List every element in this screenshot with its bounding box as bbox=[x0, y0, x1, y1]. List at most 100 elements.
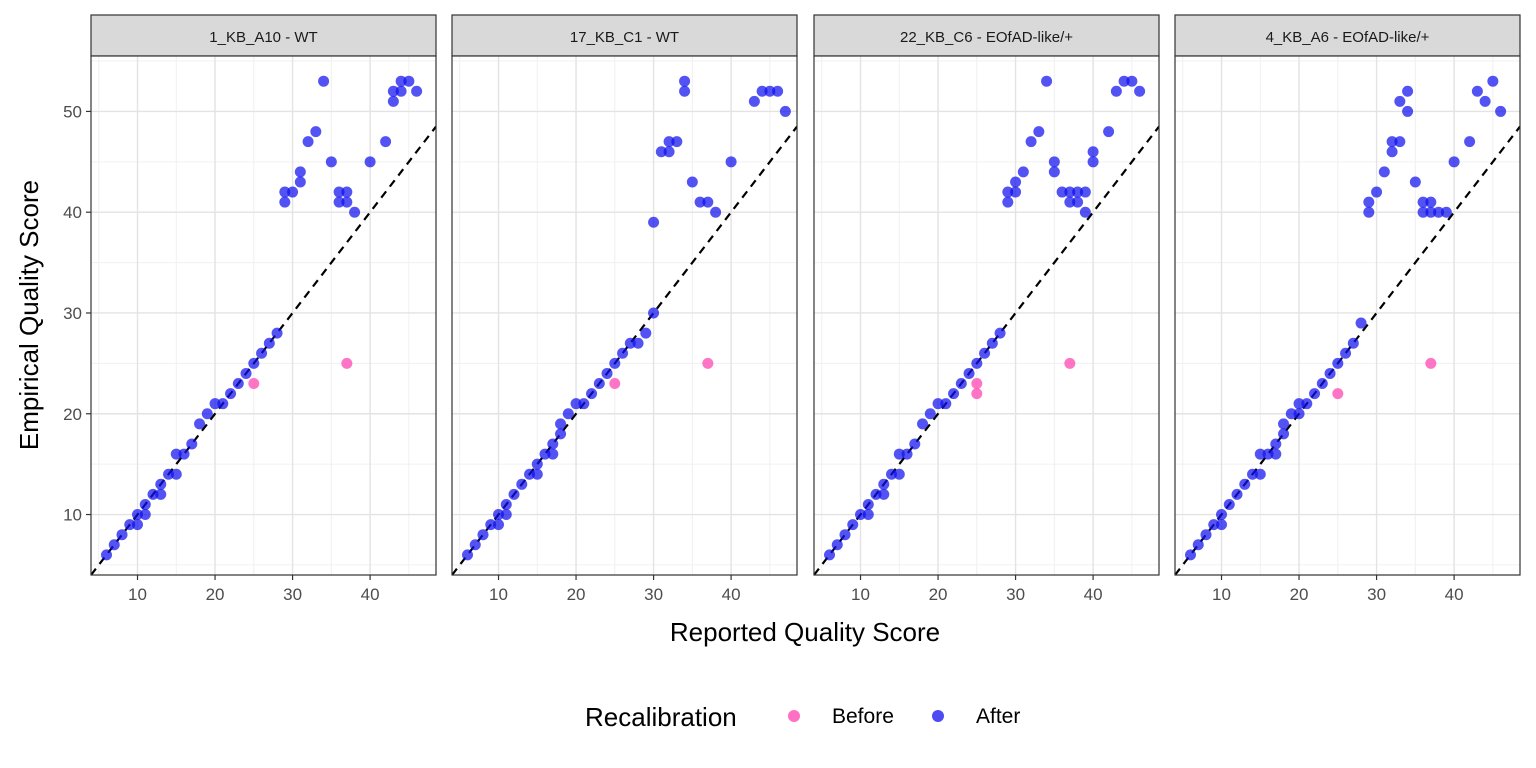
data-point-after bbox=[116, 529, 128, 541]
data-point-after bbox=[1079, 206, 1091, 218]
data-point-after bbox=[1402, 105, 1414, 117]
data-point-after bbox=[1347, 337, 1359, 349]
y-tick-label: 20 bbox=[63, 405, 82, 424]
data-point-after bbox=[1103, 126, 1115, 138]
data-point-after bbox=[756, 85, 768, 97]
data-point-before bbox=[702, 357, 714, 369]
legend-label-before: Before bbox=[832, 705, 894, 728]
data-point-after bbox=[147, 488, 159, 500]
data-point-after bbox=[256, 347, 268, 359]
data-point-after bbox=[341, 186, 353, 198]
data-point-after bbox=[578, 398, 590, 410]
data-point-after bbox=[279, 186, 291, 198]
data-point-after bbox=[710, 206, 722, 218]
data-point-after bbox=[403, 75, 415, 87]
x-tick-label: 10 bbox=[851, 585, 870, 604]
data-point-after bbox=[1487, 75, 1499, 87]
data-point-after bbox=[1231, 488, 1243, 500]
data-point-after bbox=[1247, 468, 1259, 480]
facet-panels: 1_KB_A10 - WT 10 20 30 40 10 20 30 40 50 17_KB_C1 … bbox=[63, 14, 1521, 604]
data-point-after bbox=[955, 378, 967, 390]
data-point-after bbox=[1448, 156, 1460, 168]
x-tick-label: 40 bbox=[1445, 585, 1464, 604]
data-point-after bbox=[1262, 448, 1274, 460]
data-point-after bbox=[1200, 529, 1212, 541]
facet-strip bbox=[813, 14, 1160, 57]
data-point-after bbox=[839, 529, 851, 541]
data-point-after bbox=[648, 216, 660, 228]
data-point-after bbox=[287, 186, 299, 198]
panel-border bbox=[451, 55, 798, 576]
x-axis-title: Reported Quality Score bbox=[670, 617, 940, 647]
y-tick-label: 50 bbox=[63, 102, 82, 121]
legend: Recalibration Before After bbox=[585, 702, 1020, 732]
data-point-after bbox=[671, 136, 683, 148]
data-point-after bbox=[779, 105, 791, 117]
data-point-after bbox=[601, 367, 613, 379]
data-point-after bbox=[201, 408, 213, 420]
plot-background bbox=[452, 56, 797, 575]
data-point-after bbox=[302, 136, 314, 148]
x-tick-label: 30 bbox=[1367, 585, 1386, 604]
data-point-after bbox=[462, 549, 474, 561]
data-point-after bbox=[547, 448, 559, 460]
data-point-after bbox=[217, 398, 229, 410]
x-tick-label: 10 bbox=[128, 585, 147, 604]
x-tick-label: 20 bbox=[929, 585, 948, 604]
x-tick-label: 30 bbox=[1006, 585, 1025, 604]
data-point-after bbox=[493, 509, 505, 521]
data-point-after bbox=[524, 468, 536, 480]
data-point-after bbox=[178, 448, 190, 460]
data-point-after bbox=[1270, 438, 1282, 450]
data-point-after bbox=[1270, 448, 1282, 460]
facet-strip-label: 4_KB_A6 - EOfAD-like/+ bbox=[1266, 29, 1430, 46]
data-point-after bbox=[1185, 549, 1197, 561]
data-point-after bbox=[624, 337, 636, 349]
data-point-after bbox=[979, 347, 991, 359]
data-point-after bbox=[240, 367, 252, 379]
data-point-after bbox=[1017, 166, 1029, 178]
data-point-after bbox=[909, 438, 921, 450]
data-point-before bbox=[1064, 357, 1076, 369]
data-point-after bbox=[1363, 196, 1375, 208]
data-point-after bbox=[1041, 75, 1053, 87]
data-point-after bbox=[1285, 408, 1297, 420]
data-point-after bbox=[155, 478, 167, 490]
data-point-after bbox=[1471, 85, 1483, 97]
data-point-after bbox=[1363, 206, 1375, 218]
data-point-after bbox=[555, 418, 567, 430]
data-point-after bbox=[1433, 206, 1445, 218]
data-point-after bbox=[1134, 85, 1146, 97]
data-point-after bbox=[663, 146, 675, 158]
facet-panel-1: 1_KB_A10 - WT 10 20 30 40 10 20 30 40 50 bbox=[63, 14, 437, 604]
data-point-after bbox=[748, 95, 760, 107]
data-point-before bbox=[248, 378, 260, 390]
data-point-after bbox=[1355, 317, 1367, 329]
data-point-after bbox=[325, 156, 337, 168]
data-point-after bbox=[1223, 498, 1235, 510]
data-point-after bbox=[948, 388, 960, 400]
plot-background bbox=[814, 56, 1159, 575]
data-point-after bbox=[387, 85, 399, 97]
data-point-after bbox=[411, 85, 423, 97]
x-tick-label: 20 bbox=[567, 585, 586, 604]
data-point-after bbox=[855, 509, 867, 521]
data-point-after bbox=[500, 498, 512, 510]
data-point-after bbox=[1239, 478, 1251, 490]
data-point-after bbox=[1087, 146, 1099, 158]
data-point-after bbox=[886, 468, 898, 480]
data-point-after bbox=[971, 357, 983, 369]
data-point-after bbox=[477, 529, 489, 541]
data-point-after bbox=[531, 468, 543, 480]
data-point-after bbox=[163, 468, 175, 480]
data-point-after bbox=[632, 337, 644, 349]
data-point-after bbox=[516, 478, 528, 490]
data-point-after bbox=[132, 519, 144, 531]
data-point-after bbox=[225, 388, 237, 400]
data-point-after bbox=[1010, 186, 1022, 198]
data-point-after bbox=[694, 196, 706, 208]
data-point-after bbox=[679, 75, 691, 87]
data-point-before bbox=[1425, 357, 1437, 369]
data-point-after bbox=[831, 539, 843, 551]
data-point-after bbox=[1064, 196, 1076, 208]
